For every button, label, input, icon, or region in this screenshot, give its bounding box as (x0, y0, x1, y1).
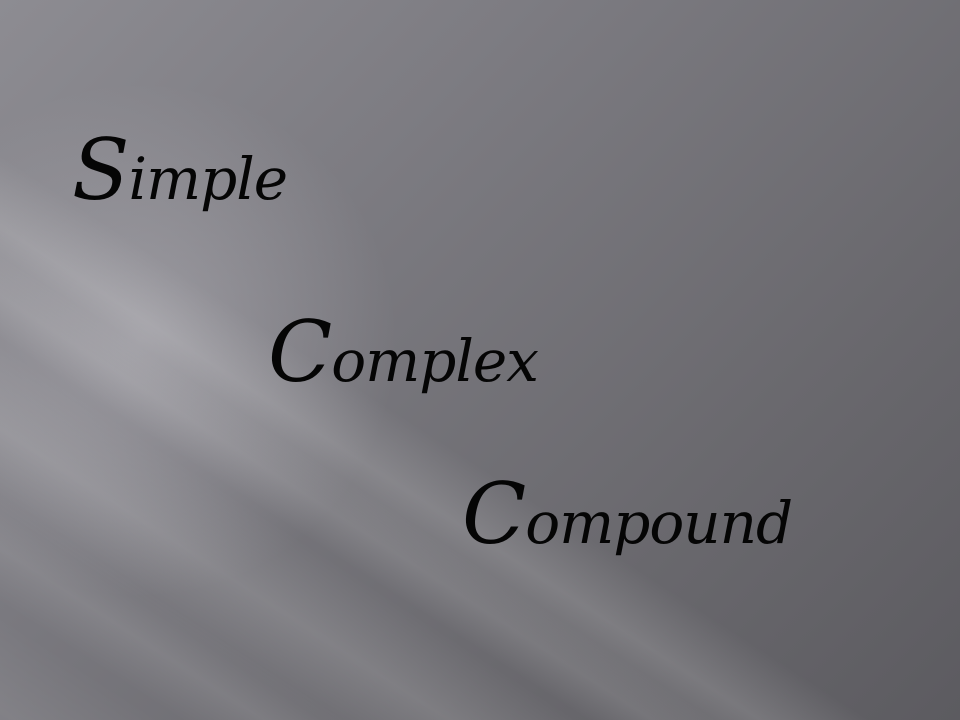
word-compound: Compound (462, 472, 793, 557)
word-initial: C (268, 303, 332, 401)
word-rest: imple (128, 145, 289, 213)
word-rest: omplex (331, 327, 539, 395)
word-initial: C (462, 465, 526, 563)
background-glow (0, 80, 400, 600)
word-complex: Complex (268, 310, 539, 395)
word-simple: Simple (72, 128, 289, 213)
word-rest: ompound (525, 489, 793, 557)
word-initial: S (72, 121, 130, 219)
